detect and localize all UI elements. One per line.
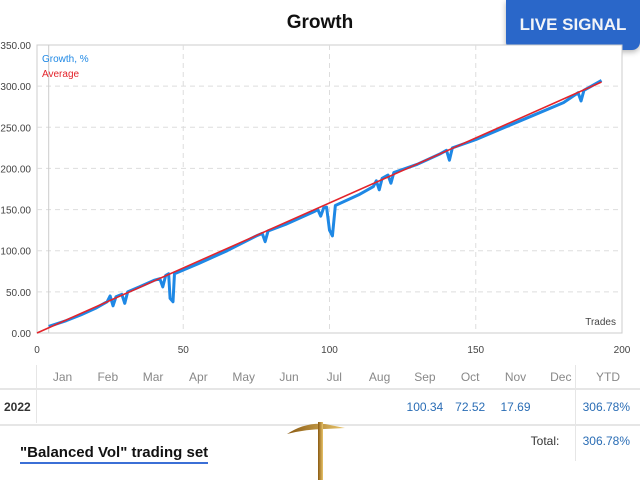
month-header: Jan — [52, 370, 73, 384]
month-header: Mar — [142, 370, 164, 384]
trading-set-caption: "Balanced Vol" trading set — [20, 444, 209, 464]
ytd-header: YTD — [596, 370, 620, 384]
year-label: 2022 — [4, 400, 31, 414]
month-value: 100.34 — [406, 400, 444, 414]
x-tick-label: 150 — [467, 345, 484, 356]
total-row: Total: 306.78% — [0, 429, 640, 453]
chart-title: Growth — [286, 12, 354, 33]
y-tick-label: 250.00 — [0, 123, 31, 134]
x-tick-label: 200 — [614, 345, 631, 356]
month-header: May — [232, 370, 256, 384]
y-tick-label: 350.00 — [0, 41, 31, 52]
month-header: Aug — [368, 370, 391, 384]
total-value: 306.78% — [582, 434, 630, 448]
y-tick-label: 0.00 — [12, 329, 32, 340]
month-value: 17.69 — [500, 400, 531, 414]
ytd-value: 306.78% — [582, 400, 630, 414]
y-tick-label: 150.00 — [0, 206, 31, 217]
total-label: Total: — [530, 434, 560, 448]
average-series-line — [36, 81, 602, 334]
month-header: Dec — [550, 370, 572, 384]
pickaxe-icon — [287, 422, 345, 480]
growth-series-line — [48, 79, 603, 328]
x-tick-label: 50 — [178, 345, 190, 356]
y-tick-label: 100.00 — [0, 247, 31, 258]
x-axis-label: Trades — [585, 317, 616, 328]
y-tick-label: 300.00 — [0, 82, 31, 93]
x-tick-label: 100 — [321, 345, 338, 356]
month-header: Sep — [414, 370, 436, 384]
y-tick-label: 200.00 — [0, 164, 31, 175]
live-signal-button[interactable]: LIVE SIGNAL — [506, 0, 640, 50]
legend-average: Average — [42, 69, 80, 80]
month-header: Nov — [504, 370, 527, 384]
month-header: Apr — [189, 370, 208, 384]
month-value: 72.52 — [455, 400, 486, 414]
table-row: 2022 100.34 72.52 17.69 306.78% — [0, 395, 640, 419]
table-header-row: Jan Feb Mar Apr May Jun Jul Aug Sep Oct Nov Dec YTD — [0, 365, 640, 389]
month-header: Feb — [97, 370, 119, 384]
month-header: Jul — [326, 370, 342, 384]
growth-chart: 0.00 50.00 100.00 150.00 200.00 250.00 300.00 3… — [0, 41, 631, 356]
legend-growth: Growth, % — [42, 54, 89, 65]
month-header: Jun — [279, 370, 299, 384]
month-header: Oct — [460, 370, 480, 384]
y-tick-label: 50.00 — [6, 288, 31, 299]
x-tick-label: 0 — [34, 345, 40, 356]
